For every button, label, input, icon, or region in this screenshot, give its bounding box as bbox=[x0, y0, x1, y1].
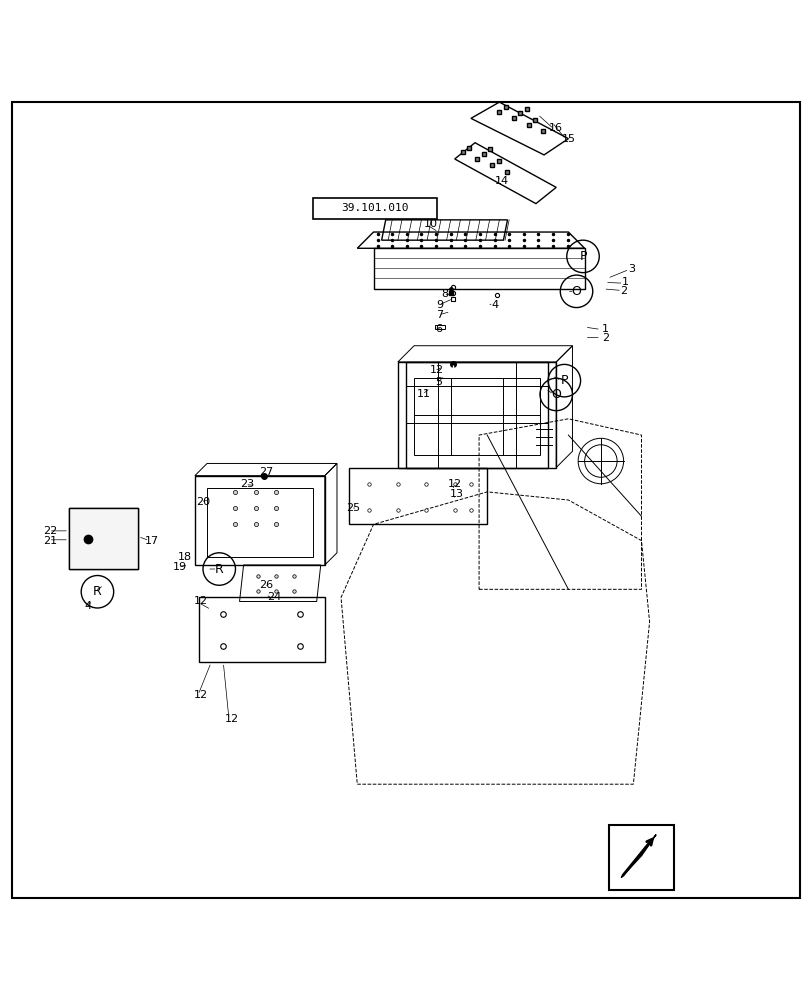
Text: 21: 21 bbox=[43, 536, 58, 546]
Text: 19: 19 bbox=[173, 562, 187, 572]
Text: 1: 1 bbox=[621, 277, 628, 287]
Text: 2: 2 bbox=[620, 286, 626, 296]
Text: 24: 24 bbox=[267, 592, 281, 602]
Text: O: O bbox=[551, 388, 560, 401]
Text: 8: 8 bbox=[441, 289, 448, 299]
Text: 2: 2 bbox=[602, 333, 608, 343]
Polygon shape bbox=[620, 835, 655, 878]
Text: O: O bbox=[571, 285, 581, 298]
Text: 4: 4 bbox=[84, 601, 91, 611]
Text: 18: 18 bbox=[178, 552, 192, 562]
Text: 12: 12 bbox=[193, 690, 208, 700]
Text: 22: 22 bbox=[43, 526, 58, 536]
Text: 6: 6 bbox=[435, 324, 441, 334]
Text: 15: 15 bbox=[560, 134, 575, 144]
Text: P: P bbox=[578, 250, 586, 263]
Text: R: R bbox=[215, 563, 223, 576]
Text: 26: 26 bbox=[259, 580, 273, 590]
Text: 23: 23 bbox=[240, 479, 255, 489]
Polygon shape bbox=[69, 508, 138, 569]
Text: 3: 3 bbox=[628, 264, 634, 274]
Text: 27: 27 bbox=[259, 467, 273, 477]
Text: 39.101.010: 39.101.010 bbox=[341, 203, 409, 213]
Text: 1: 1 bbox=[602, 324, 608, 334]
FancyBboxPatch shape bbox=[313, 198, 436, 219]
Text: 11: 11 bbox=[416, 389, 431, 399]
Text: 12: 12 bbox=[224, 714, 238, 724]
Text: R: R bbox=[93, 585, 101, 598]
Text: P: P bbox=[560, 374, 568, 387]
Text: 9: 9 bbox=[436, 300, 443, 310]
Text: 13: 13 bbox=[448, 489, 463, 499]
Text: 4: 4 bbox=[491, 300, 498, 310]
Text: 20: 20 bbox=[195, 497, 210, 507]
Text: 12: 12 bbox=[429, 365, 444, 375]
Text: 10: 10 bbox=[423, 219, 437, 229]
Text: 12: 12 bbox=[193, 596, 208, 606]
Text: 17: 17 bbox=[144, 536, 159, 546]
Text: 5: 5 bbox=[435, 377, 441, 387]
Text: 16: 16 bbox=[548, 123, 563, 133]
Text: 25: 25 bbox=[345, 503, 360, 513]
Text: 7: 7 bbox=[436, 310, 443, 320]
Text: 14: 14 bbox=[494, 176, 508, 186]
Text: 12: 12 bbox=[447, 479, 461, 489]
